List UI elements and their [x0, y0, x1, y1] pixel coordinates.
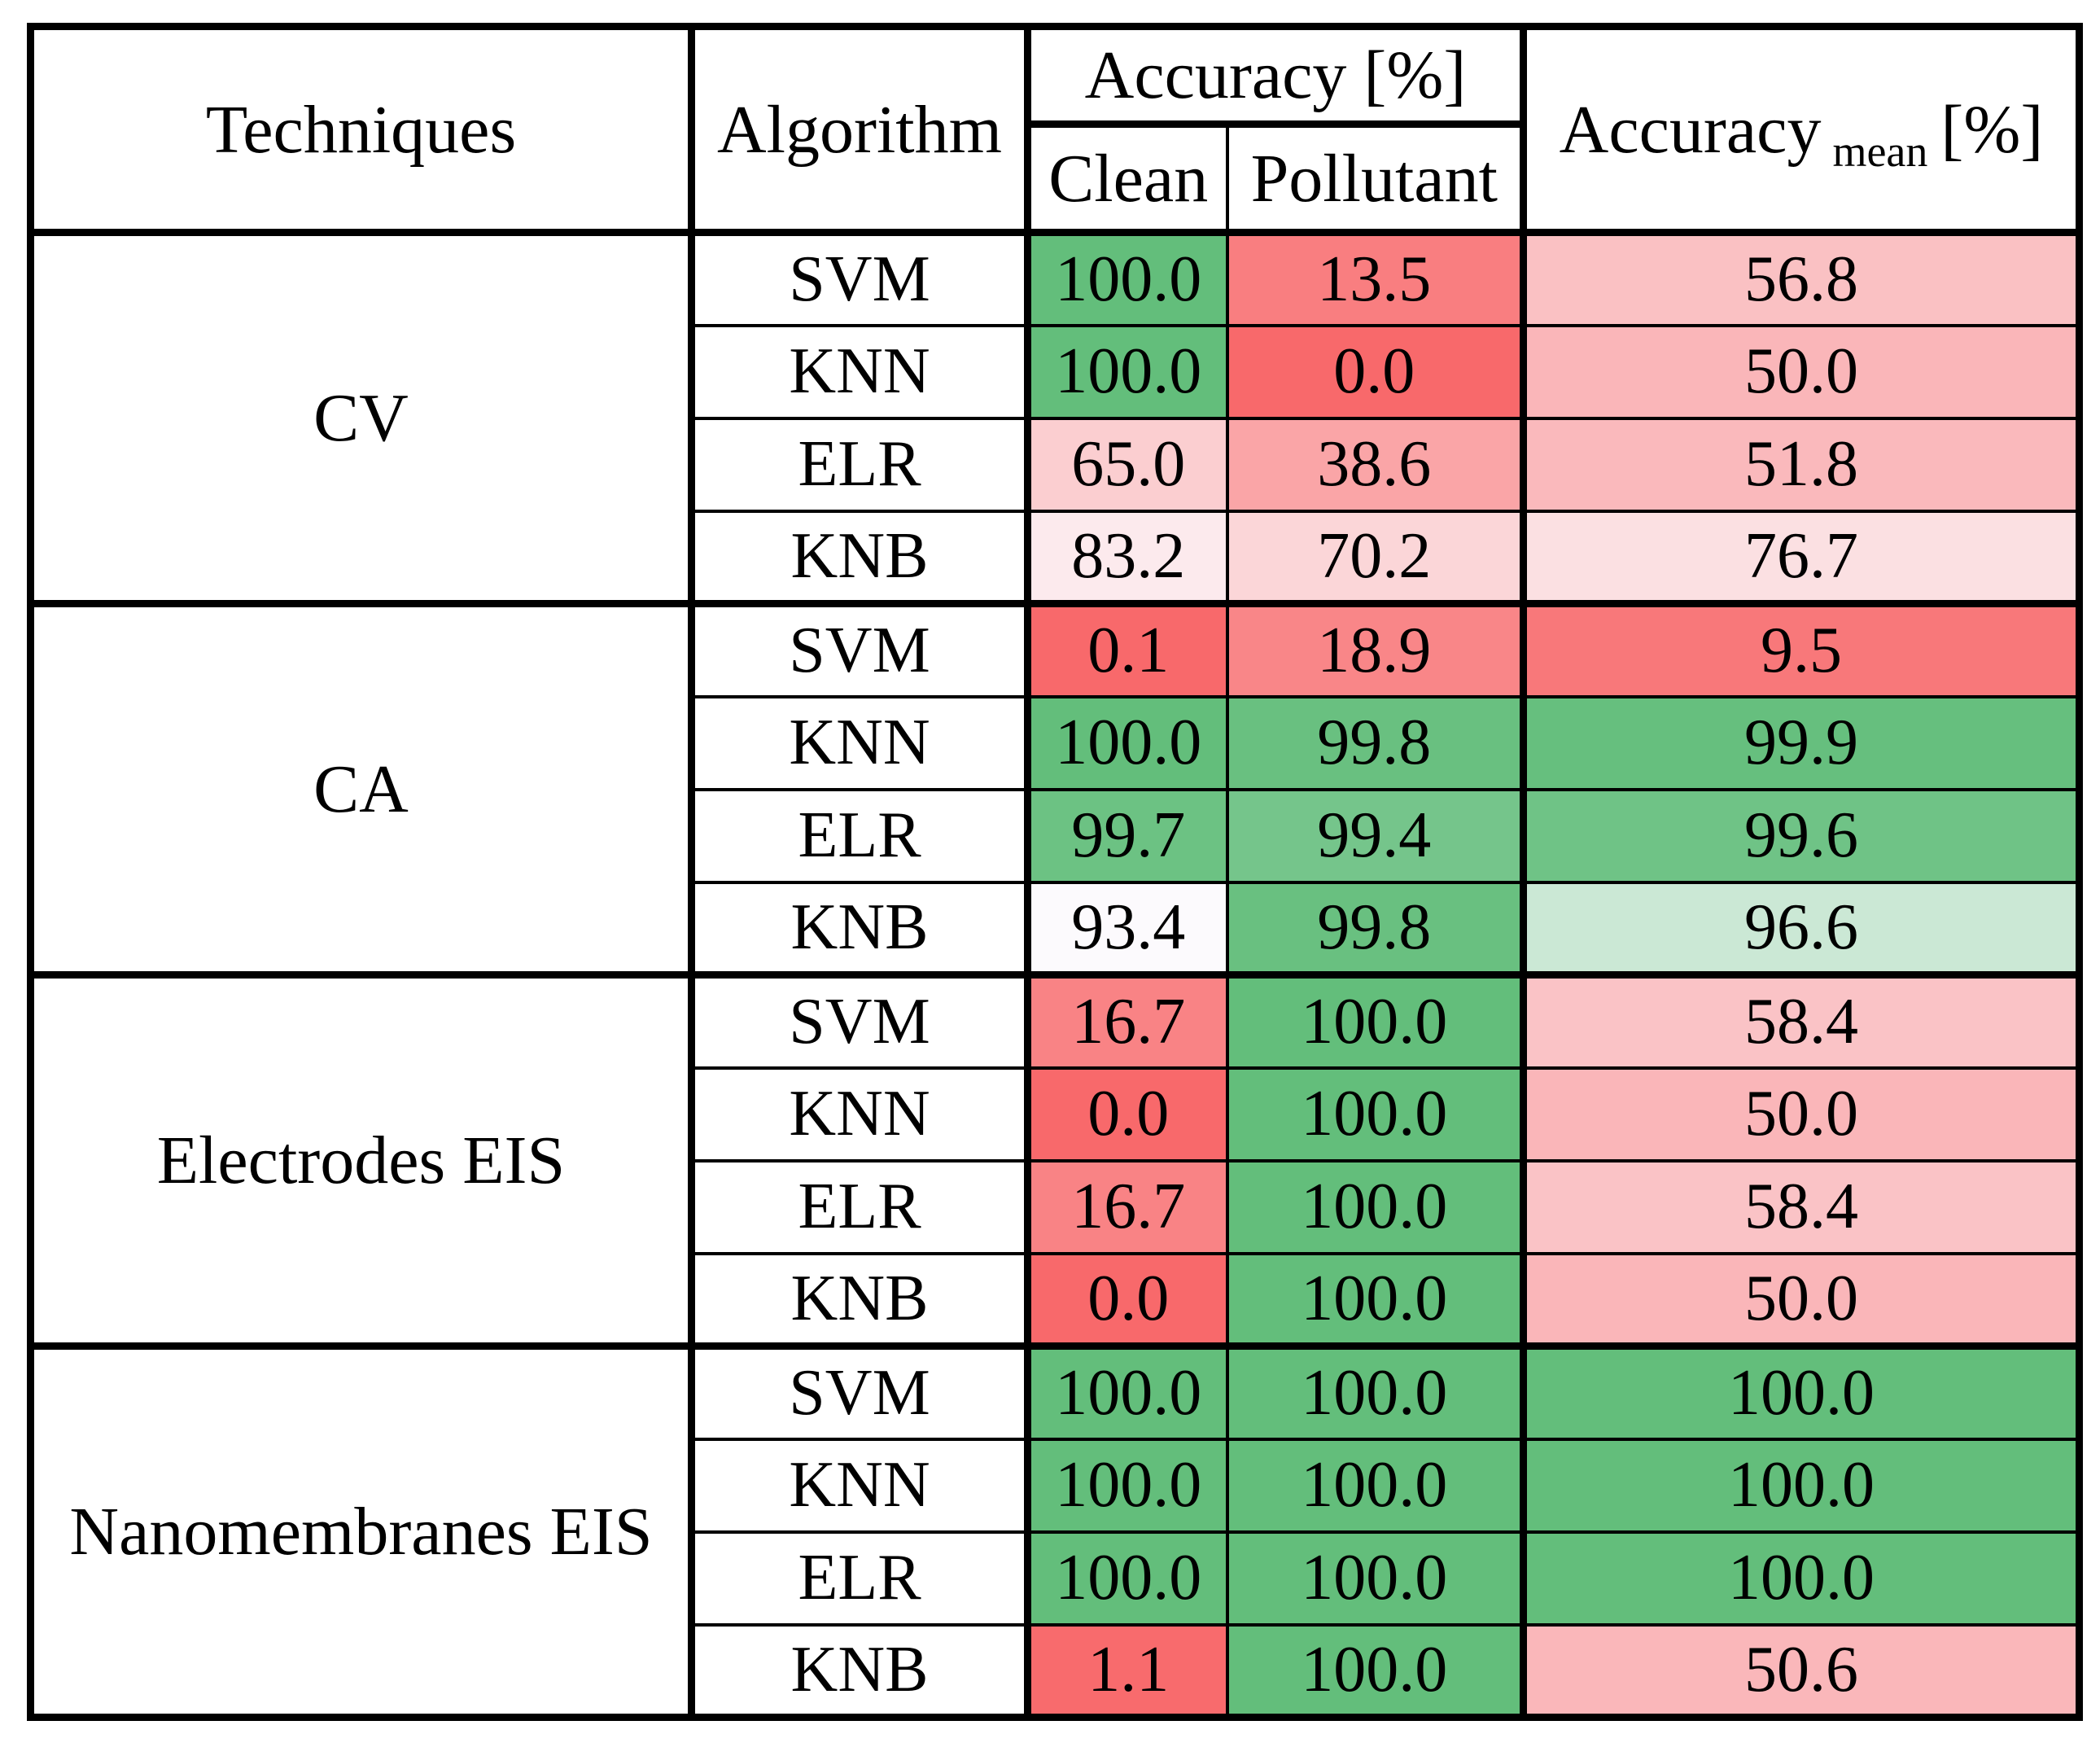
clean-value-cell: 0.1	[1026, 602, 1229, 698]
mean-value-cell: 96.6	[1521, 880, 2081, 979]
table-row: KNB 93.4 99.8 96.6	[31, 880, 2081, 979]
clean-value-cell: 16.7	[1026, 973, 1229, 1070]
clean-value-cell: 1.1	[1026, 1622, 1229, 1721]
results-tbody: CV SVM 100.0 13.5 56.8 KNN 100.0 0.0 50.0 ELR 65.0…	[28, 230, 2081, 1721]
pollutant-value-cell: 100.0	[1225, 1251, 1527, 1350]
pollutant-value-cell: 70.2	[1225, 509, 1527, 607]
mean-value-cell: 50.0	[1521, 1066, 2081, 1162]
clean-value-cell: 0.0	[1026, 1251, 1229, 1350]
clean-value-cell: 100.0	[1026, 230, 1229, 327]
mean-value-cell: 50.0	[1521, 323, 2081, 420]
clean-value-cell: 0.0	[1026, 1066, 1229, 1162]
algorithm-cell: ELR	[689, 416, 1031, 513]
clean-value-cell: 83.2	[1026, 509, 1229, 607]
table-row: ELR 65.0 38.6 51.8	[31, 416, 2081, 513]
table-header: Techniques Algorithm Accuracy [%] Accura…	[28, 24, 2081, 236]
header-accuracy-mean: Accuracy mean [%]	[1521, 24, 2081, 236]
algorithm-cell: SVM	[689, 1344, 1031, 1441]
mean-value-cell: 56.8	[1521, 230, 2081, 327]
clean-value-cell: 100.0	[1026, 1530, 1229, 1627]
pollutant-value-cell: 99.8	[1225, 880, 1527, 979]
algorithm-cell: KNN	[689, 694, 1031, 791]
technique-cell: CV	[28, 230, 695, 607]
table-row: KNN 100.0 99.8 99.9	[31, 694, 2081, 791]
algorithm-cell: ELR	[689, 1530, 1031, 1627]
algorithm-cell: SVM	[689, 602, 1031, 698]
mean-value-cell: 51.8	[1521, 416, 2081, 513]
header-clean: Clean	[1026, 122, 1229, 236]
clean-value-cell: 93.4	[1026, 880, 1229, 979]
mean-value-cell: 50.6	[1521, 1622, 2081, 1721]
mean-value-cell: 99.6	[1521, 787, 2081, 884]
pollutant-value-cell: 100.0	[1225, 1622, 1527, 1721]
clean-value-cell: 16.7	[1026, 1158, 1229, 1255]
table-row: KNB 1.1 100.0 50.6	[31, 1622, 2081, 1721]
pollutant-value-cell: 0.0	[1225, 323, 1527, 420]
pollutant-value-cell: 99.4	[1225, 787, 1527, 884]
header-algorithm: Algorithm	[689, 24, 1031, 236]
accuracy-mean-subscript: mean	[1832, 127, 1928, 177]
pollutant-value-cell: 100.0	[1225, 1437, 1527, 1534]
clean-value-cell: 100.0	[1026, 1437, 1229, 1534]
clean-value-cell: 65.0	[1026, 416, 1229, 513]
mean-value-cell: 100.0	[1521, 1437, 2081, 1534]
table-row: KNB 0.0 100.0 50.0	[31, 1251, 2081, 1350]
algorithm-cell: KNB	[689, 509, 1031, 607]
mean-value-cell: 76.7	[1521, 509, 2081, 607]
pollutant-value-cell: 100.0	[1225, 1066, 1527, 1162]
clean-value-cell: 99.7	[1026, 787, 1229, 884]
technique-cell: Electrodes EIS	[28, 973, 695, 1350]
technique-cell: CA	[28, 602, 695, 979]
results-table: Techniques Algorithm Accuracy [%] Accura…	[27, 23, 2083, 1721]
header-pollutant: Pollutant	[1225, 122, 1527, 236]
clean-value-cell: 100.0	[1026, 1344, 1229, 1441]
mean-value-cell: 50.0	[1521, 1251, 2081, 1350]
algorithm-cell: SVM	[689, 230, 1031, 327]
pollutant-value-cell: 100.0	[1225, 1344, 1527, 1441]
pollutant-value-cell: 100.0	[1225, 1530, 1527, 1627]
pollutant-value-cell: 100.0	[1225, 1158, 1527, 1255]
pollutant-value-cell: 18.9	[1225, 602, 1527, 698]
header-techniques: Techniques	[28, 24, 695, 236]
algorithm-cell: ELR	[689, 787, 1031, 884]
pollutant-value-cell: 100.0	[1225, 973, 1527, 1070]
pollutant-value-cell: 99.8	[1225, 694, 1527, 791]
algorithm-cell: KNN	[689, 323, 1031, 420]
table-row: CV SVM 100.0 13.5 56.8	[28, 230, 2081, 607]
table-row: ELR 100.0 100.0 100.0	[31, 1530, 2081, 1627]
header-accuracy: Accuracy [%]	[1026, 24, 1527, 128]
algorithm-cell: KNN	[689, 1066, 1031, 1162]
clean-value-cell: 100.0	[1026, 323, 1229, 420]
clean-value-cell: 100.0	[1026, 694, 1229, 791]
mean-value-cell: 100.0	[1521, 1344, 2081, 1441]
technique-cell: Nanomembranes EIS	[28, 1344, 695, 1721]
table-row: ELR 16.7 100.0 58.4	[31, 1158, 2081, 1255]
mean-value-cell: 9.5	[1521, 602, 2081, 698]
pollutant-value-cell: 38.6	[1225, 416, 1527, 513]
algorithm-cell: KNB	[689, 880, 1031, 979]
table-row: KNB 83.2 70.2 76.7	[31, 509, 2081, 607]
table-row: Electrodes EIS SVM 16.7 100.0 58.4	[28, 973, 2081, 1350]
header-row-2: Clean Pollutant	[31, 122, 2080, 236]
accuracy-mean-unit: [%]	[1940, 91, 2044, 168]
mean-value-cell: 100.0	[1521, 1530, 2081, 1627]
table-row: KNN 0.0 100.0 50.0	[31, 1066, 2081, 1162]
mean-value-cell: 58.4	[1521, 973, 2081, 1070]
algorithm-cell: SVM	[689, 973, 1031, 1070]
accuracy-mean-label: Accuracy	[1559, 91, 1822, 168]
mean-value-cell: 99.9	[1521, 694, 2081, 791]
mean-value-cell: 58.4	[1521, 1158, 2081, 1255]
table-row: KNN 100.0 0.0 50.0	[31, 323, 2081, 420]
algorithm-cell: KNN	[689, 1437, 1031, 1534]
table-row: CA SVM 0.1 18.9 9.5	[28, 602, 2081, 979]
pollutant-value-cell: 13.5	[1225, 230, 1527, 327]
algorithm-cell: KNB	[689, 1622, 1031, 1721]
header-row-1: Techniques Algorithm Accuracy [%] Accura…	[28, 24, 2081, 236]
algorithm-cell: ELR	[689, 1158, 1031, 1255]
table-row: Nanomembranes EIS SVM 100.0 100.0 100.0	[28, 1344, 2081, 1721]
table-row: ELR 99.7 99.4 99.6	[31, 787, 2081, 884]
table-row: KNN 100.0 100.0 100.0	[31, 1437, 2081, 1534]
algorithm-cell: KNB	[689, 1251, 1031, 1350]
